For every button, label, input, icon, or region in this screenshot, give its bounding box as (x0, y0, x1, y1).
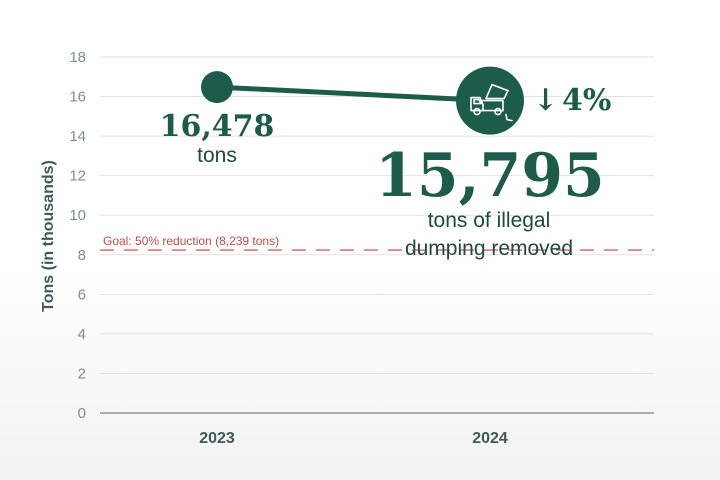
value-label-2023: 16,478 (160, 109, 275, 144)
y-tick-label: 6 (78, 286, 86, 303)
unit-label-2023: tons (197, 144, 237, 167)
x-tick-label-2024: 2024 (472, 430, 508, 447)
change-label: 4% (562, 83, 611, 118)
data-point-2024 (456, 66, 524, 135)
series-line (216, 84, 491, 104)
gridlines (100, 56, 654, 374)
data-point-2023 (201, 71, 233, 104)
y-tick-labels: 0 2 4 6 8 10 12 14 16 18 (69, 49, 86, 422)
y-tick-label: 4 (78, 326, 86, 343)
y-tick-label: 8 (78, 247, 86, 264)
y-tick-label: 14 (69, 128, 86, 145)
x-tick-label-2023: 2023 (199, 430, 235, 447)
y-axis-label: Tons (in thousands) (40, 160, 57, 312)
y-tick-label: 0 (78, 405, 86, 422)
unit-label-2024-line1: tons of illegal (428, 209, 551, 232)
x-tick-labels: 2023 2024 (199, 430, 508, 447)
y-tick-label: 18 (69, 49, 86, 66)
unit-label-2024-line2: dumping removed (405, 237, 573, 260)
y-tick-label: 12 (69, 168, 86, 185)
dump-truck-icon (470, 83, 513, 122)
value-label-2024: 15,795 (375, 141, 605, 211)
y-tick-label: 10 (69, 207, 86, 224)
change-arrow: ↓ (533, 83, 558, 118)
y-tick-label: 16 (69, 89, 86, 106)
goal-label: Goal: 50% reduction (8,239 tons) (103, 234, 279, 248)
y-tick-label: 2 (78, 365, 86, 382)
